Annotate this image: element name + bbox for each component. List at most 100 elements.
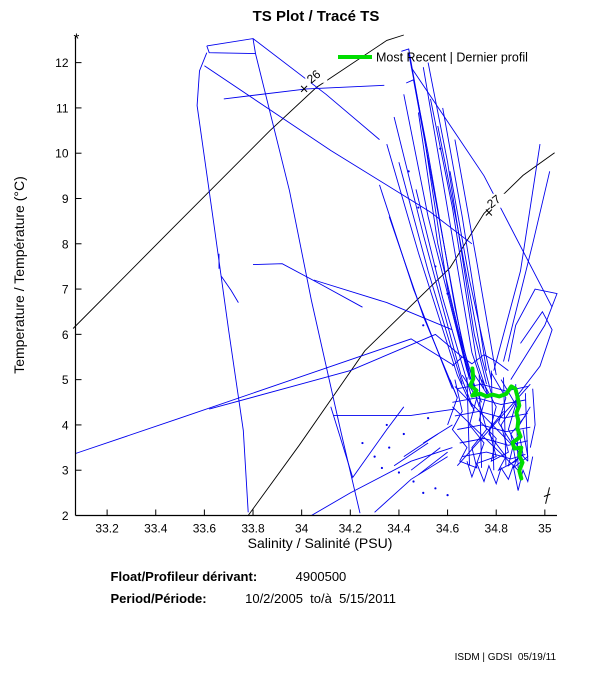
clipped-marker-star: * [74, 31, 80, 48]
x-tick-label: 34.2 [339, 522, 363, 536]
float-profile-line [478, 375, 483, 468]
float-profile-line [374, 456, 448, 513]
legend-label: Most Recent | Dernier profil [376, 51, 528, 65]
blue-profiles-layer [75, 38, 558, 516]
x-tick-label: 34.4 [387, 522, 411, 536]
float-id-value: 4900500 [296, 569, 347, 584]
contour-lines-layer [72, 34, 555, 516]
legend: Most Recent | Dernier profil [338, 51, 528, 65]
y-tick-label: 3 [62, 464, 69, 478]
density-contour-line [72, 34, 404, 329]
profile-dot [434, 487, 437, 490]
float-profile-line [415, 189, 473, 398]
float-profile-line [524, 393, 529, 462]
float-profile-line [452, 406, 521, 473]
float-profile-line [223, 84, 385, 100]
y-tick-label: 2 [62, 509, 69, 523]
float-profile-line [393, 116, 475, 412]
float-profile-line [481, 379, 526, 472]
profile-dot [422, 491, 425, 494]
float-profile-line [398, 162, 463, 385]
profile-dot [373, 455, 376, 458]
x-tick-label: 33.6 [193, 522, 217, 536]
float-profile-line [206, 38, 257, 55]
float-profile-line [221, 276, 239, 303]
y-tick-label: 10 [55, 147, 69, 161]
float-profile-line [454, 139, 497, 376]
profile-dot [380, 466, 384, 470]
y-tick-label: 7 [62, 283, 69, 297]
y-tick-label: 9 [62, 192, 69, 206]
float-profile-line [515, 310, 553, 399]
float-profile-line [386, 143, 473, 407]
corner-clip-mark [543, 493, 551, 497]
period-line: Period/Période: 10/2/2005 to/à 5/15/2011 [78, 591, 421, 606]
float-profile-line [529, 388, 536, 448]
y-ticks: 2 3 4 5 6 7 8 9 10 11 12 [55, 56, 82, 523]
density-contour-line [247, 152, 555, 516]
plot-title: TS Plot / Tracé TS [253, 8, 380, 25]
profile-dot [407, 170, 410, 173]
float-profile-line [507, 288, 558, 380]
float-profile-line [388, 216, 458, 398]
float-profile-line [401, 48, 470, 380]
y-tick-label: 6 [62, 328, 69, 342]
period-value: 10/2/2005 to/à 5/15/2011 [245, 591, 396, 606]
credit-stamp: ISDM | GDSI 05/19/11 [455, 652, 557, 663]
x-ticks: 33.2 33.4 33.6 33.8 34 34.2 34.4 34.6 34.8 35 [95, 509, 552, 536]
scatter-dots-layer [361, 147, 449, 497]
float-profile-line [418, 451, 448, 476]
y-tick-label: 8 [62, 237, 69, 251]
axes: 33.2 33.4 33.6 33.8 34 34.2 34.4 34.6 34.8 35 234… [55, 36, 557, 536]
recent-profile-layer [468, 366, 525, 481]
float-id-line: Float/Profileur dérivant: 4900500 [78, 569, 372, 584]
y-tick-label: 4 [62, 418, 69, 432]
profile-dot [439, 147, 442, 150]
x-tick-label: 34.8 [485, 522, 509, 536]
footer: Float/Profileur dérivant: 4900500 Period… [78, 569, 421, 606]
x-tick-label: 35 [538, 522, 552, 536]
x-tick-label: 34 [295, 522, 309, 536]
profile-dot [446, 494, 449, 497]
profile-dot [402, 432, 405, 436]
float-profile-line [466, 456, 534, 491]
x-tick-label: 34.6 [436, 522, 460, 536]
float-profile-line [452, 397, 526, 405]
float-profile-line [252, 263, 363, 308]
float-profile-line [447, 379, 458, 426]
y-tick-label: 12 [55, 56, 69, 70]
float-profile-line [423, 424, 453, 444]
float-profile-line [490, 370, 495, 471]
contour-anchor-cross [300, 85, 308, 93]
float-profile-line [459, 438, 528, 446]
float-profile-line [403, 94, 483, 403]
float-profile-line [196, 52, 249, 513]
float-profile-line [422, 67, 485, 389]
float-profile-line [204, 65, 473, 245]
profile-dot [388, 446, 391, 449]
float-profile-line [313, 279, 453, 331]
float-profile-line [406, 79, 478, 394]
contour-anchor-cross [485, 209, 493, 216]
float-profile-line [493, 144, 541, 371]
float-profile-line [437, 125, 492, 394]
y-tick-label: 11 [56, 101, 69, 115]
float-profile-line [410, 66, 553, 308]
x-tick-label: 33.4 [144, 522, 168, 536]
float-profile-line [252, 38, 380, 140]
contour-label-gap [305, 68, 328, 83]
y-tick-label: 5 [62, 373, 69, 387]
profile-dot [417, 206, 420, 209]
float-profile-line [393, 442, 429, 467]
profile-dot [397, 471, 401, 474]
contour-label-gap [485, 193, 508, 208]
x-axis-label: Salinity / Salinité (PSU) [248, 535, 393, 551]
profile-dot [385, 423, 388, 427]
profile-dot [427, 417, 430, 420]
y-axis-label: Temperature / Température (°C) [11, 176, 27, 374]
float-profile-line [333, 408, 455, 416]
float-profile-line [255, 53, 361, 514]
most-recent-profile-line [468, 366, 525, 481]
